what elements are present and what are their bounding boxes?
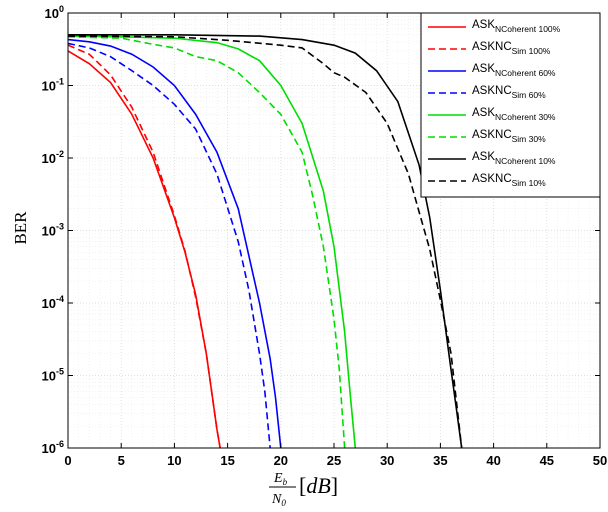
y-tick-label: 10-5 <box>42 367 64 384</box>
legend-label: ASKNCSim 30% <box>472 129 546 144</box>
x-tick-label: 15 <box>220 453 234 468</box>
y-tick-label: 10-2 <box>42 149 64 166</box>
legend-label: ASKNCSim 60% <box>472 85 546 100</box>
x-tick-label: 0 <box>64 453 71 468</box>
y-tick-label: 10-3 <box>42 222 64 239</box>
legend-label: ASKNCoherent 10% <box>472 151 556 166</box>
series-line-3 <box>68 38 282 448</box>
x-tick-label: 35 <box>433 453 447 468</box>
x-tick-label: 50 <box>593 453 607 468</box>
legend-label: ASKNCoherent 100% <box>472 19 561 34</box>
legend-label: ASKNCoherent 30% <box>472 107 556 122</box>
series-line-6 <box>68 35 346 448</box>
x-label-denominator: N0 <box>271 492 286 508</box>
x-label-numerator: Eb <box>273 471 288 487</box>
y-tick-labels: 100 10-1 10-2 10-3 10-4 10-5 10-6 <box>42 4 64 456</box>
x-tick-label: 5 <box>118 453 125 468</box>
legend-label: ASKNCSim 10% <box>472 173 546 188</box>
series-line-8 <box>68 35 463 448</box>
legend-label: ASKNCSim 100% <box>472 41 551 56</box>
x-tick-label: 25 <box>327 453 341 468</box>
x-tick-label: 40 <box>486 453 500 468</box>
legend-label: ASKNCoherent 60% <box>472 63 556 78</box>
series-line-2 <box>68 44 221 448</box>
x-tick-labels: 0 5 10 15 20 25 30 35 40 45 50 <box>64 453 607 468</box>
x-label-unit: [dB] <box>299 473 338 498</box>
y-axis-label: BER <box>11 211 30 245</box>
series-line-7 <box>68 34 463 448</box>
x-tick-label: 30 <box>380 453 394 468</box>
y-tick-label: 100 <box>45 4 64 21</box>
legend-box <box>420 12 601 198</box>
x-tick-label: 10 <box>167 453 181 468</box>
series-line-4 <box>68 42 271 448</box>
y-tick-label: 10-6 <box>42 439 64 456</box>
series-line-5 <box>68 35 357 448</box>
series-layer <box>68 34 463 448</box>
y-tick-label: 10-4 <box>42 294 64 311</box>
legend: ASKNCoherent 100% ASKNCSim 100% ASKNCohere… <box>420 12 601 198</box>
x-tick-label: 45 <box>540 453 554 468</box>
x-tick-label: 20 <box>274 453 288 468</box>
y-tick-label: 10-1 <box>42 77 64 94</box>
x-axis-label: Eb N0 [dB] <box>269 471 338 508</box>
